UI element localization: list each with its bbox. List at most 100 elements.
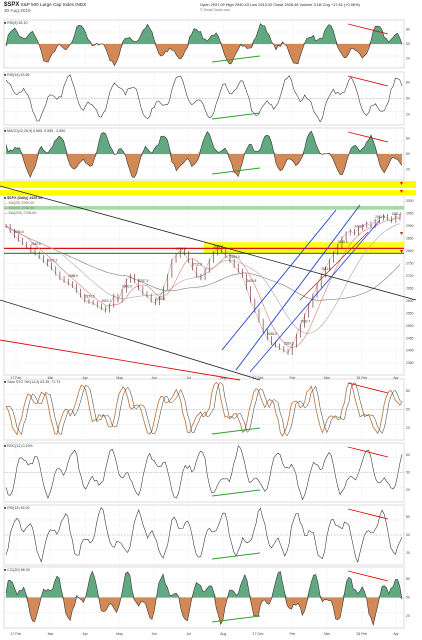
month-label: Jun <box>151 376 157 380</box>
y-tick-label: 80 <box>406 515 410 519</box>
month-label: Mar <box>324 376 331 380</box>
y-tick-label: 20 <box>406 112 410 116</box>
y-tick-label: 80 <box>406 136 410 140</box>
y-tick-label: 80 <box>406 28 410 32</box>
panel-label-rsi14-b: ■ RSI(14) 45.02 <box>4 507 30 511</box>
price-annotation: 2583.9 <box>267 332 277 336</box>
month-label: '18 Feb <box>356 376 367 380</box>
month-label: Jul <box>187 376 192 380</box>
month-label: Feb <box>289 632 295 636</box>
month-label: Aug <box>220 632 226 636</box>
y-tick-label: 20 <box>406 56 410 60</box>
panel-label-macd: ■ MACD(12,26,9) 6.665, 9.555, -2.890 <box>4 130 65 134</box>
price-annotation: 2787.5 <box>139 279 149 283</box>
red-arrow-marker <box>400 232 403 235</box>
panel-label-roc: ■ ROC(12) 0.19% <box>4 445 33 449</box>
y-tick-label: 50 <box>406 408 410 412</box>
price-annotation: 2876.5 <box>85 295 95 299</box>
y-tick-label: 80 <box>406 81 410 85</box>
y-tick-label: 50 <box>406 533 410 537</box>
price-tick-label: 2750 <box>406 262 414 266</box>
price-annotation: 2728.8 <box>176 247 186 251</box>
y-tick-label: 80 <box>406 577 410 581</box>
red-divergence-line <box>348 76 388 86</box>
y-tick-label: 50 <box>406 152 410 156</box>
panel-frames <box>4 20 404 628</box>
green-divergence-line <box>212 490 260 496</box>
month-label: Jun <box>151 632 157 636</box>
red-downtrend-line <box>0 340 240 380</box>
support-band-yellow <box>204 242 404 253</box>
y-tick-label: 20 <box>406 426 410 430</box>
blue-channel-line-2 <box>222 210 336 350</box>
price-annotation: 2711.9 <box>193 262 203 266</box>
ma200-line <box>6 226 400 300</box>
indicator-fill-up <box>6 131 402 154</box>
month-label: Aug <box>220 376 226 380</box>
price-annotation: 2690.4 <box>213 244 223 248</box>
price-annotation: 2940.5 <box>31 242 41 246</box>
panel-label-rsi5: ■ RSI(5) 55.10 <box>4 22 28 26</box>
month-label: '17 Dec <box>252 376 264 380</box>
trendlines <box>0 24 416 622</box>
month-label: May <box>116 376 123 380</box>
price-annotation: 2900.2 <box>47 259 57 263</box>
header-ohlc: Open 2937.09 High 2940.43 Low 2913.32 Cl… <box>200 3 360 7</box>
horizontal-bands <box>0 181 416 253</box>
month-label: Apr <box>393 376 399 380</box>
resistance-band-green <box>4 206 404 210</box>
price-tick-label: 2500 <box>406 324 414 328</box>
y-tick-label: 80 <box>406 389 410 393</box>
panel-label-ma200: — MA(200) 2798.80 <box>4 212 36 216</box>
channel-lower-line <box>0 300 260 380</box>
price-tick-label: 3000 <box>406 199 414 203</box>
price-tick-label: 2550 <box>406 311 414 315</box>
y-tick-label: 20 <box>406 168 410 172</box>
y-tick-label: 50 <box>406 97 410 101</box>
red-divergence-line <box>348 383 388 393</box>
month-label: '17 Dec <box>252 632 264 636</box>
price-annotation: 2960.0 <box>14 230 24 234</box>
indicator-fill-up <box>6 24 402 44</box>
panel-label-sto: ■ Slow STO %K(14,3) 63.35, 71.73 <box>4 381 60 385</box>
month-label: '18 Feb <box>356 632 367 636</box>
price-annotation: 2446.4 <box>354 224 364 228</box>
green-divergence-line <box>212 113 260 119</box>
price-tick-label: 2800 <box>406 249 414 253</box>
red-divergence-line <box>348 447 388 457</box>
price-tick-label: 2650 <box>406 286 414 290</box>
price-annotation: 2654.0 <box>230 255 240 259</box>
price-panel <box>6 214 400 355</box>
month-label: Apr <box>82 632 88 636</box>
month-label: 17 Feb <box>11 632 22 636</box>
green-divergence-line <box>212 428 260 434</box>
ma20-line <box>6 218 400 348</box>
price-tick-label: 2950 <box>406 212 414 216</box>
price-tick-label: 2900 <box>406 224 414 228</box>
panel-label-cci: ■ CCI(20) 58.30 <box>4 569 30 573</box>
price-annotation: 2800.0 <box>122 285 132 289</box>
price-annotation: 2822.1 <box>101 299 111 303</box>
month-label: Apr <box>393 632 399 636</box>
header-watermark: © StockCharts.com <box>200 9 230 13</box>
green-divergence-line <box>212 553 260 559</box>
price-annotation: 2888.0 <box>68 274 78 278</box>
price-tick-label: 2600 <box>406 299 414 303</box>
price-annotation: 2511.3 <box>321 267 331 271</box>
green-divergence-line <box>212 56 260 62</box>
price-annotation: 2559.5 <box>284 342 294 346</box>
yellow-band-1 <box>0 181 416 188</box>
panel-label-rsi14: ■ RSI(14) 53.56 <box>4 74 30 78</box>
price-tick-label: 2350 <box>406 361 414 365</box>
y-tick-label: 20 <box>406 488 410 492</box>
price-tick-label: 2700 <box>406 274 414 278</box>
indicator-line <box>6 446 402 500</box>
indicator-fill-up <box>6 571 402 597</box>
month-label: Apr <box>82 376 88 380</box>
price-tick-label: 2450 <box>406 336 414 340</box>
price-annotation: 2532.7 <box>300 320 310 324</box>
red-divergence-line <box>348 24 388 34</box>
price-tick-label: 2400 <box>406 349 414 353</box>
month-label: Mar <box>324 632 331 636</box>
